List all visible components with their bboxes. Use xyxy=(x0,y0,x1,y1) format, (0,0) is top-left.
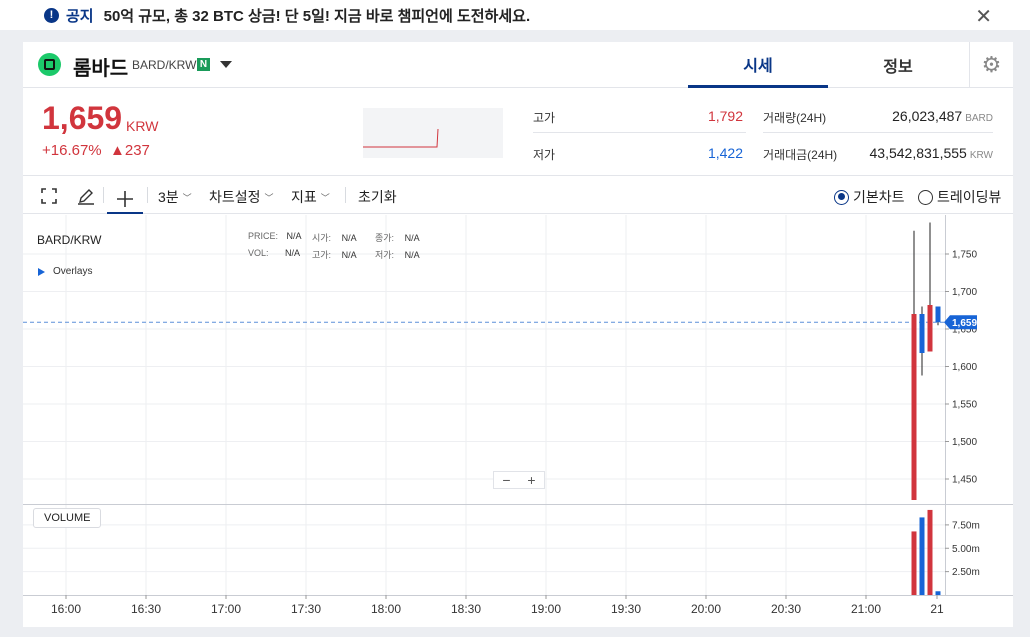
volume-tick-label: 7.50m xyxy=(952,520,980,531)
volume-bar xyxy=(911,531,917,595)
ohlc-volume: VOL: N/A xyxy=(248,248,301,258)
zoom-out-button[interactable]: − xyxy=(502,472,511,488)
overlays-toggle[interactable]: Overlays xyxy=(38,266,92,277)
info-icon: ! xyxy=(44,7,59,23)
change-percent: +16.67% xyxy=(42,142,102,159)
notice-bar[interactable]: ! 공지 50억 규모, 총 32 BTC 상금! 단 5일! 지금 바로 챔피… xyxy=(0,0,1030,30)
price-tick-label: 1,550 xyxy=(952,400,977,411)
coin-logo-icon xyxy=(38,53,61,76)
coin-pair: BARD/KRW xyxy=(132,58,197,72)
ohlc-price: PRICE: N/A xyxy=(248,231,302,241)
time-tick-label: 19:00 xyxy=(531,602,561,616)
chevron-down-icon: ﹀ xyxy=(264,192,274,203)
chevron-down-icon: ﹀ xyxy=(320,192,330,203)
time-tick-label: 17:30 xyxy=(291,602,321,616)
change-amount: ▲237 xyxy=(110,142,150,159)
time-tick-label: 21:00 xyxy=(851,602,881,616)
current-price: 1,659 xyxy=(42,100,123,136)
price-tick-label: 1,450 xyxy=(952,475,977,486)
time-tick-label: 19:30 xyxy=(611,602,641,616)
volume-tick-label: 5.00m xyxy=(952,544,980,555)
volume-bar xyxy=(927,509,933,595)
low-label: 저가 xyxy=(533,148,556,162)
current-price-tag xyxy=(944,315,977,330)
draw-pencil-icon[interactable] xyxy=(75,185,97,207)
low-value: 1,422 xyxy=(707,145,743,161)
fullscreen-icon[interactable] xyxy=(38,185,60,207)
notice-text[interactable]: 50억 규모, 총 32 BTC 상금! 단 5일! 지금 바로 챔피언에 도전… xyxy=(103,7,531,25)
new-badge: N xyxy=(197,58,210,71)
time-tick-label: 20:00 xyxy=(691,602,721,616)
coin-header: 롬바드 BARD/KRW N 시세 정보 ⚙ xyxy=(23,42,1013,88)
time-tick-label: 17:00 xyxy=(211,602,241,616)
time-tick-label: 18:30 xyxy=(451,602,481,616)
gear-icon[interactable]: ⚙ xyxy=(969,42,1013,88)
price-tick-label: 1,650 xyxy=(952,325,977,336)
time-tick-label: 20:30 xyxy=(771,602,801,616)
volume-tick-label: 2.50m xyxy=(952,567,980,578)
volume-bar xyxy=(919,517,925,595)
volume-24h-value: 26,023,487 BARD xyxy=(892,108,993,124)
ohlc-high: 고가: N/A xyxy=(312,250,357,260)
coin-name[interactable]: 롬바드 xyxy=(73,58,129,80)
candlestick-chart[interactable]: 1,750 1,700 1,650 1,600 1,550 1,500 1,450 7.50m… xyxy=(23,215,1013,627)
zoom-control: − + xyxy=(493,471,545,489)
notice-tag: 공지 xyxy=(66,7,94,25)
ohlc-close: 종가: N/A xyxy=(375,233,420,243)
tab-info[interactable]: 정보 xyxy=(883,59,913,76)
play-triangle-icon xyxy=(38,267,45,276)
chart-toolbar: 3분 ﹀ 차트설정 ﹀ 지표 ﹀ 초기화 기본차트 트레이딩뷰 xyxy=(23,176,1013,214)
trading-panel: 롬바드 BARD/KRW N 시세 정보 ⚙ 1,659 KRW +16.67%… xyxy=(23,42,1013,627)
price-tick-label: 1,600 xyxy=(952,362,977,373)
interval-dropdown[interactable]: 3분 ﹀ xyxy=(158,189,192,205)
time-tick-label: 18:00 xyxy=(371,602,401,616)
volume-24h-label: 거래량(24H) xyxy=(763,111,827,125)
price-tick-label: 1,700 xyxy=(952,287,977,298)
volume-pane-label: VOLUME xyxy=(33,508,102,528)
indicators-dropdown[interactable]: 지표 ﹀ xyxy=(291,189,330,205)
mini-chart xyxy=(363,108,503,158)
volume-bar xyxy=(935,591,941,595)
amount-24h-label: 거래대금(24H) xyxy=(763,148,838,162)
chart-pair-label: BARD/KRW xyxy=(37,233,102,247)
candle-body xyxy=(927,305,933,352)
candle-body xyxy=(911,314,917,500)
high-value: 1,792 xyxy=(707,108,743,124)
chevron-down-icon[interactable] xyxy=(220,61,232,68)
current-price-unit: KRW xyxy=(126,118,159,134)
current-price-tag-label: 1,659 xyxy=(952,318,977,329)
reset-button[interactable]: 초기화 xyxy=(358,189,397,205)
chart-canvas[interactable]: 1,750 1,700 1,650 1,600 1,550 1,500 1,450 7.50m… xyxy=(23,215,1013,627)
time-tick-label: 16:00 xyxy=(51,602,81,616)
ohlc-open: 시가: N/A xyxy=(312,233,357,243)
high-label: 고가 xyxy=(533,111,556,125)
chevron-down-icon: ﹀ xyxy=(182,192,192,203)
trading-view-radio[interactable]: 트레이딩뷰 xyxy=(918,187,1001,207)
zoom-in-button[interactable]: + xyxy=(527,472,536,488)
chart-settings-dropdown[interactable]: 차트설정 ﹀ xyxy=(209,189,274,205)
candle-body xyxy=(919,314,925,353)
candle-body xyxy=(935,306,941,323)
time-tick-label: 16:30 xyxy=(131,602,161,616)
price-panel: 1,659 KRW +16.67% ▲237 고가 1,792 저가 1,422… xyxy=(23,88,1013,176)
ohlc-low: 저가: N/A xyxy=(375,250,420,260)
basic-chart-radio[interactable]: 기본차트 xyxy=(834,187,905,207)
time-tick-label: 21 xyxy=(930,602,944,616)
amount-24h-value: 43,542,831,555 KRW xyxy=(869,145,993,161)
crosshair-icon[interactable] xyxy=(107,185,143,214)
close-icon[interactable]: ✕ xyxy=(975,6,992,28)
price-tick-label: 1,500 xyxy=(952,437,977,448)
tab-price[interactable]: 시세 xyxy=(688,42,828,88)
price-tick-label: 1,750 xyxy=(952,250,977,261)
